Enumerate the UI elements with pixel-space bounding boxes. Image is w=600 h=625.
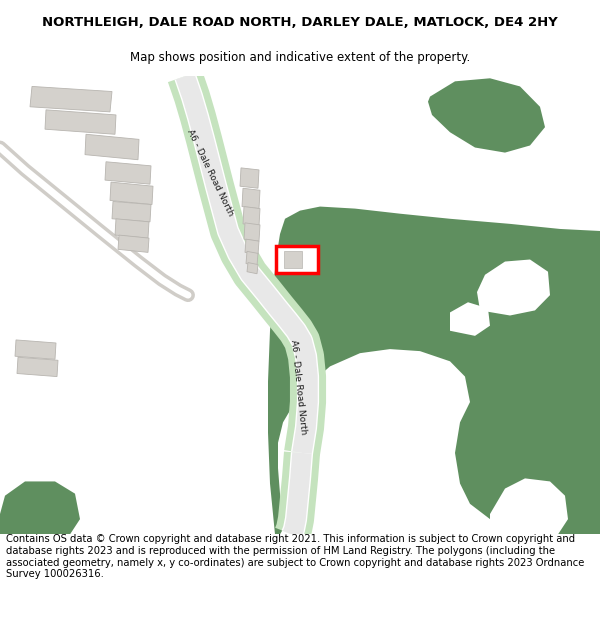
Polygon shape bbox=[450, 302, 490, 336]
Polygon shape bbox=[242, 188, 260, 209]
Polygon shape bbox=[30, 86, 112, 112]
Polygon shape bbox=[45, 110, 116, 134]
Polygon shape bbox=[320, 428, 452, 534]
Polygon shape bbox=[243, 206, 260, 226]
Polygon shape bbox=[85, 134, 139, 160]
Polygon shape bbox=[110, 182, 153, 204]
Polygon shape bbox=[276, 246, 318, 272]
Polygon shape bbox=[105, 162, 151, 184]
Polygon shape bbox=[247, 262, 258, 274]
Polygon shape bbox=[17, 357, 58, 377]
Polygon shape bbox=[112, 201, 151, 222]
Polygon shape bbox=[477, 259, 550, 316]
Text: Map shows position and indicative extent of the property.: Map shows position and indicative extent… bbox=[130, 51, 470, 64]
Polygon shape bbox=[246, 251, 258, 266]
Polygon shape bbox=[490, 478, 568, 534]
Polygon shape bbox=[15, 340, 56, 359]
Polygon shape bbox=[268, 206, 600, 534]
Text: NORTHLEIGH, DALE ROAD NORTH, DARLEY DALE, MATLOCK, DE4 2HY: NORTHLEIGH, DALE ROAD NORTH, DARLEY DALE… bbox=[42, 16, 558, 29]
Text: A6 - Dale Road North: A6 - Dale Road North bbox=[289, 339, 307, 434]
Polygon shape bbox=[0, 481, 80, 534]
Polygon shape bbox=[284, 251, 302, 268]
Polygon shape bbox=[118, 235, 149, 252]
Text: Contains OS data © Crown copyright and database right 2021. This information is : Contains OS data © Crown copyright and d… bbox=[6, 534, 584, 579]
Text: A6 - Dale Road North: A6 - Dale Road North bbox=[185, 128, 235, 218]
Polygon shape bbox=[115, 219, 149, 238]
Polygon shape bbox=[240, 168, 259, 188]
Polygon shape bbox=[245, 239, 259, 254]
Polygon shape bbox=[428, 78, 545, 152]
Polygon shape bbox=[244, 223, 260, 241]
